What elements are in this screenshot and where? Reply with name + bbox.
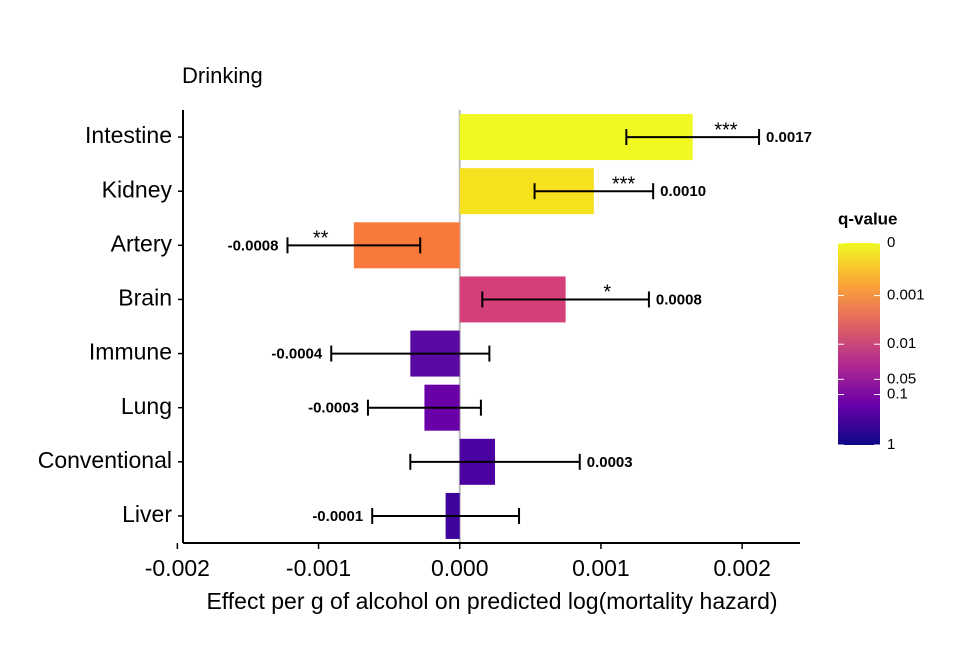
- colorbar-tick-label: 1: [887, 436, 895, 453]
- error-bar: [409, 453, 581, 470]
- value-label: -0.0008: [228, 237, 279, 254]
- x-tick-label: -0.001: [286, 555, 351, 581]
- colorbar-title: q-value: [838, 209, 898, 228]
- colorbar-tick-label: 0: [887, 234, 895, 251]
- value-label: 0.0008: [656, 291, 702, 308]
- error-bar: [533, 183, 655, 200]
- chart-title: Drinking: [182, 63, 263, 88]
- value-label: -0.0001: [312, 508, 363, 525]
- significance-label: **: [313, 228, 329, 250]
- error-bar: [366, 399, 482, 416]
- y-tick-label: Immune: [89, 339, 172, 365]
- x-tick-label: -0.002: [145, 555, 210, 581]
- y-tick-label: Liver: [122, 501, 172, 527]
- error-bar: [625, 129, 761, 146]
- x-tick-label: 0.001: [572, 555, 630, 581]
- value-label: 0.0003: [587, 454, 633, 471]
- error-bar: [481, 291, 650, 308]
- colorbar-tick-label: 0.001: [887, 287, 925, 304]
- y-tick-label: Lung: [121, 393, 172, 419]
- value-label: 0.0010: [660, 183, 706, 200]
- x-axis-title: Effect per g of alcohol on predicted log…: [206, 588, 777, 614]
- y-tick-label: Kidney: [102, 176, 173, 202]
- value-label: -0.0003: [308, 400, 359, 417]
- error-bar: [330, 345, 491, 362]
- colorbar: [838, 243, 880, 445]
- value-label: -0.0004: [271, 346, 323, 363]
- colorbar-tick-label: 0.01: [887, 335, 916, 352]
- y-tick-label: Artery: [111, 230, 173, 256]
- y-tick-label: Intestine: [85, 122, 172, 148]
- x-tick-label: 0.000: [431, 555, 489, 581]
- significance-label: ***: [612, 173, 636, 195]
- error-bar: [371, 507, 521, 524]
- value-label: 0.0017: [766, 129, 812, 146]
- colorbar-tick-label: 0.1: [887, 385, 908, 402]
- y-tick-label: Brain: [118, 285, 172, 311]
- error-bar: [286, 237, 422, 254]
- significance-label: *: [603, 282, 611, 304]
- x-tick-label: 0.002: [713, 555, 771, 581]
- colorbar-tick-label: 0.05: [887, 370, 916, 387]
- y-tick-label: Conventional: [38, 447, 172, 473]
- significance-label: ***: [714, 119, 738, 141]
